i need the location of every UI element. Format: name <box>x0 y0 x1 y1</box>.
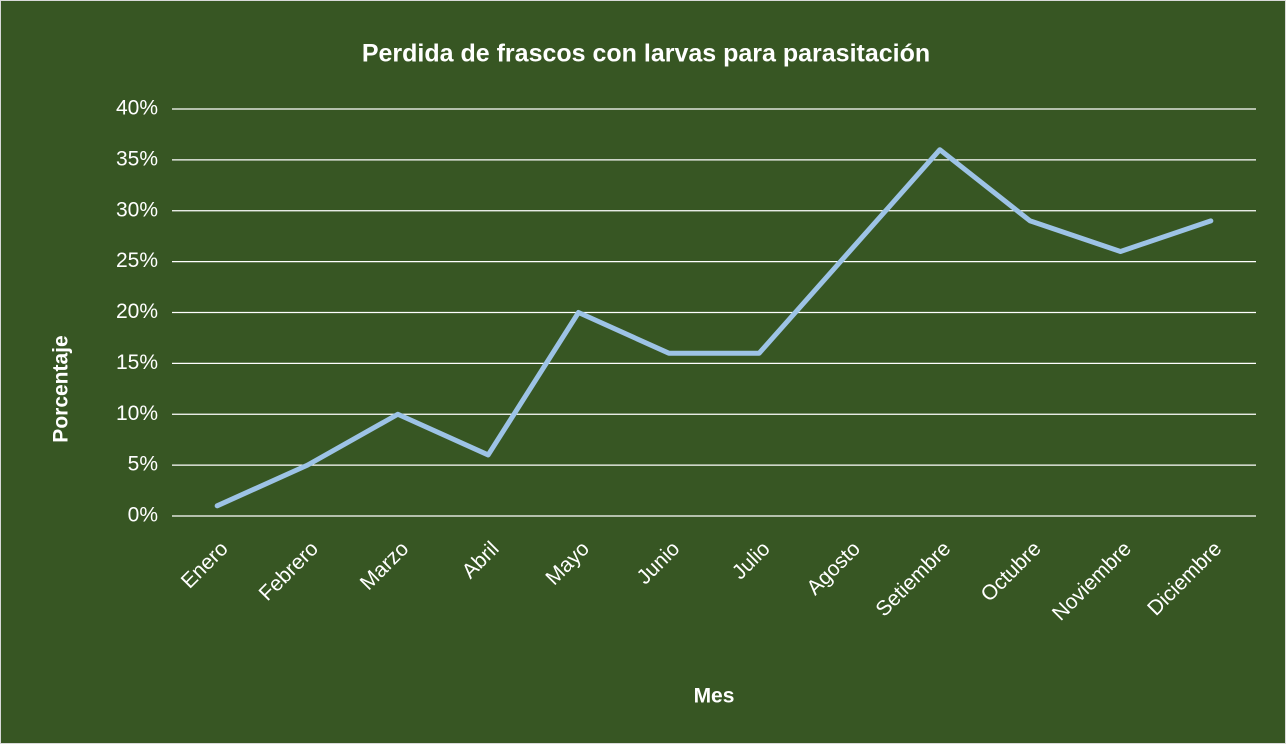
chart-title: Perdida de frascos con larvas para paras… <box>362 40 930 68</box>
y-tick-label: 15% <box>116 351 158 374</box>
y-tick-label: 0% <box>128 504 158 527</box>
y-axis-title: Porcentaje <box>50 335 73 442</box>
y-tick-label: 40% <box>116 97 158 120</box>
y-tick-label: 20% <box>116 300 158 323</box>
y-tick-label: 5% <box>128 453 158 476</box>
y-tick-label: 25% <box>116 249 158 272</box>
data-line <box>214 147 1214 509</box>
x-axis-title: Mes <box>694 685 735 708</box>
y-tick-label: 10% <box>116 402 158 425</box>
y-tick-label: 30% <box>116 198 158 221</box>
y-tick-label: 35% <box>116 147 158 170</box>
